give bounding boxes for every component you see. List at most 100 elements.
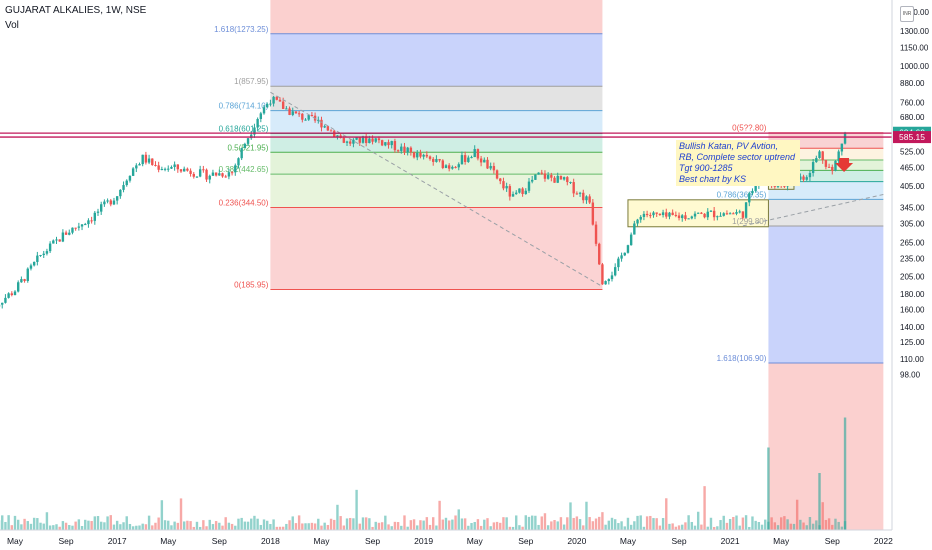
- candle: [403, 146, 406, 153]
- time-tick-label: Sep: [825, 536, 840, 546]
- volume-bar: [55, 524, 58, 530]
- candle: [700, 212, 703, 214]
- fib-zone: [768, 181, 884, 200]
- time-tick-label: May: [467, 536, 484, 546]
- candle: [831, 166, 834, 171]
- volume-bar: [122, 522, 125, 530]
- volume-bar: [719, 520, 722, 530]
- volume-bar: [751, 516, 754, 530]
- candle: [834, 160, 837, 171]
- volume-bar: [202, 520, 205, 530]
- trendline-down: [270, 91, 603, 288]
- candle: [205, 169, 208, 180]
- candle: [39, 255, 42, 257]
- candle: [808, 173, 812, 178]
- volume-bar: [103, 522, 106, 530]
- time-tick-label: Sep: [671, 536, 686, 546]
- volume-bar: [179, 498, 183, 530]
- fib-zone: [270, 152, 603, 175]
- candle: [326, 126, 330, 131]
- volume-bar: [135, 525, 138, 530]
- volume-bar: [71, 525, 74, 530]
- volume-bar: [831, 524, 834, 530]
- volume-bar: [48, 525, 52, 530]
- volume-bar: [530, 515, 534, 530]
- fib-level-label: 1(299.80): [732, 217, 767, 226]
- symbol-title: GUJARAT ALKALIES, 1W, NSE: [5, 5, 147, 16]
- volume-bar: [508, 526, 512, 530]
- volume-bar: [403, 515, 406, 530]
- candle: [227, 172, 231, 177]
- candle: [10, 293, 14, 296]
- volume-bar: [696, 511, 700, 530]
- candle: [275, 96, 278, 100]
- candle: [202, 169, 205, 171]
- candle: [77, 226, 81, 228]
- volume-bar: [99, 521, 103, 530]
- volume-bar: [613, 519, 617, 530]
- volume-bar: [218, 522, 221, 530]
- volume-bar: [716, 526, 719, 530]
- volume-bar: [515, 515, 518, 530]
- candle: [703, 213, 706, 218]
- candle: [259, 113, 263, 119]
- candle: [645, 213, 649, 216]
- candle: [524, 190, 527, 194]
- candle: [422, 154, 425, 157]
- candle: [671, 212, 674, 215]
- candle: [317, 119, 320, 121]
- candle: [55, 239, 58, 241]
- candle: [352, 139, 355, 144]
- volume-bar: [495, 521, 499, 530]
- fib-zone: [270, 0, 603, 34]
- candle: [61, 232, 65, 242]
- candle: [380, 140, 384, 146]
- currency-badge[interactable]: INR: [900, 6, 914, 22]
- candle: [470, 157, 473, 159]
- fib-level-label: 0.5(521.95): [227, 143, 268, 152]
- candle: [690, 216, 694, 219]
- volume-bar: [486, 518, 489, 530]
- volume-bar: [572, 517, 575, 530]
- candle: [741, 211, 745, 218]
- volume-bar: [138, 525, 141, 530]
- candle: [502, 181, 505, 189]
- volume-bar: [441, 519, 444, 530]
- candle: [815, 158, 818, 163]
- volume-bar: [757, 522, 761, 530]
- candle: [160, 169, 164, 171]
- volume-bar: [125, 516, 128, 530]
- candle: [454, 166, 457, 168]
- candle: [601, 264, 604, 285]
- candle: [518, 188, 521, 193]
- volume-bar: [326, 524, 330, 530]
- volume-bar: [170, 525, 173, 530]
- volume-bar: [243, 521, 247, 530]
- volume-bar: [406, 526, 409, 530]
- candle: [157, 165, 160, 170]
- volume-bar: [738, 525, 741, 530]
- analysis-note: Bullish Katan, PV Avtion, RB, Complete s…: [676, 140, 800, 186]
- candle: [585, 196, 588, 201]
- candle: [390, 141, 393, 146]
- candle: [617, 258, 620, 268]
- volume-bar: [26, 521, 29, 530]
- candle: [604, 281, 607, 285]
- volume-bar: [77, 519, 81, 530]
- candle: [728, 213, 732, 215]
- price-tick-label: 110.00: [900, 355, 924, 364]
- candle: [310, 115, 314, 117]
- price-tick-label: 98.00: [900, 371, 921, 380]
- candle: [451, 166, 454, 169]
- volume-bar: [457, 509, 460, 530]
- candle: [805, 177, 808, 180]
- candle: [128, 175, 132, 181]
- volume-bar: [16, 519, 20, 530]
- note-line: Bullish Katan, PV Avtion,: [679, 141, 779, 151]
- volume-bar: [425, 517, 429, 530]
- candle: [467, 157, 470, 162]
- volume-bar: [546, 525, 550, 530]
- volume-bar: [540, 516, 543, 530]
- volume-bar: [770, 517, 773, 530]
